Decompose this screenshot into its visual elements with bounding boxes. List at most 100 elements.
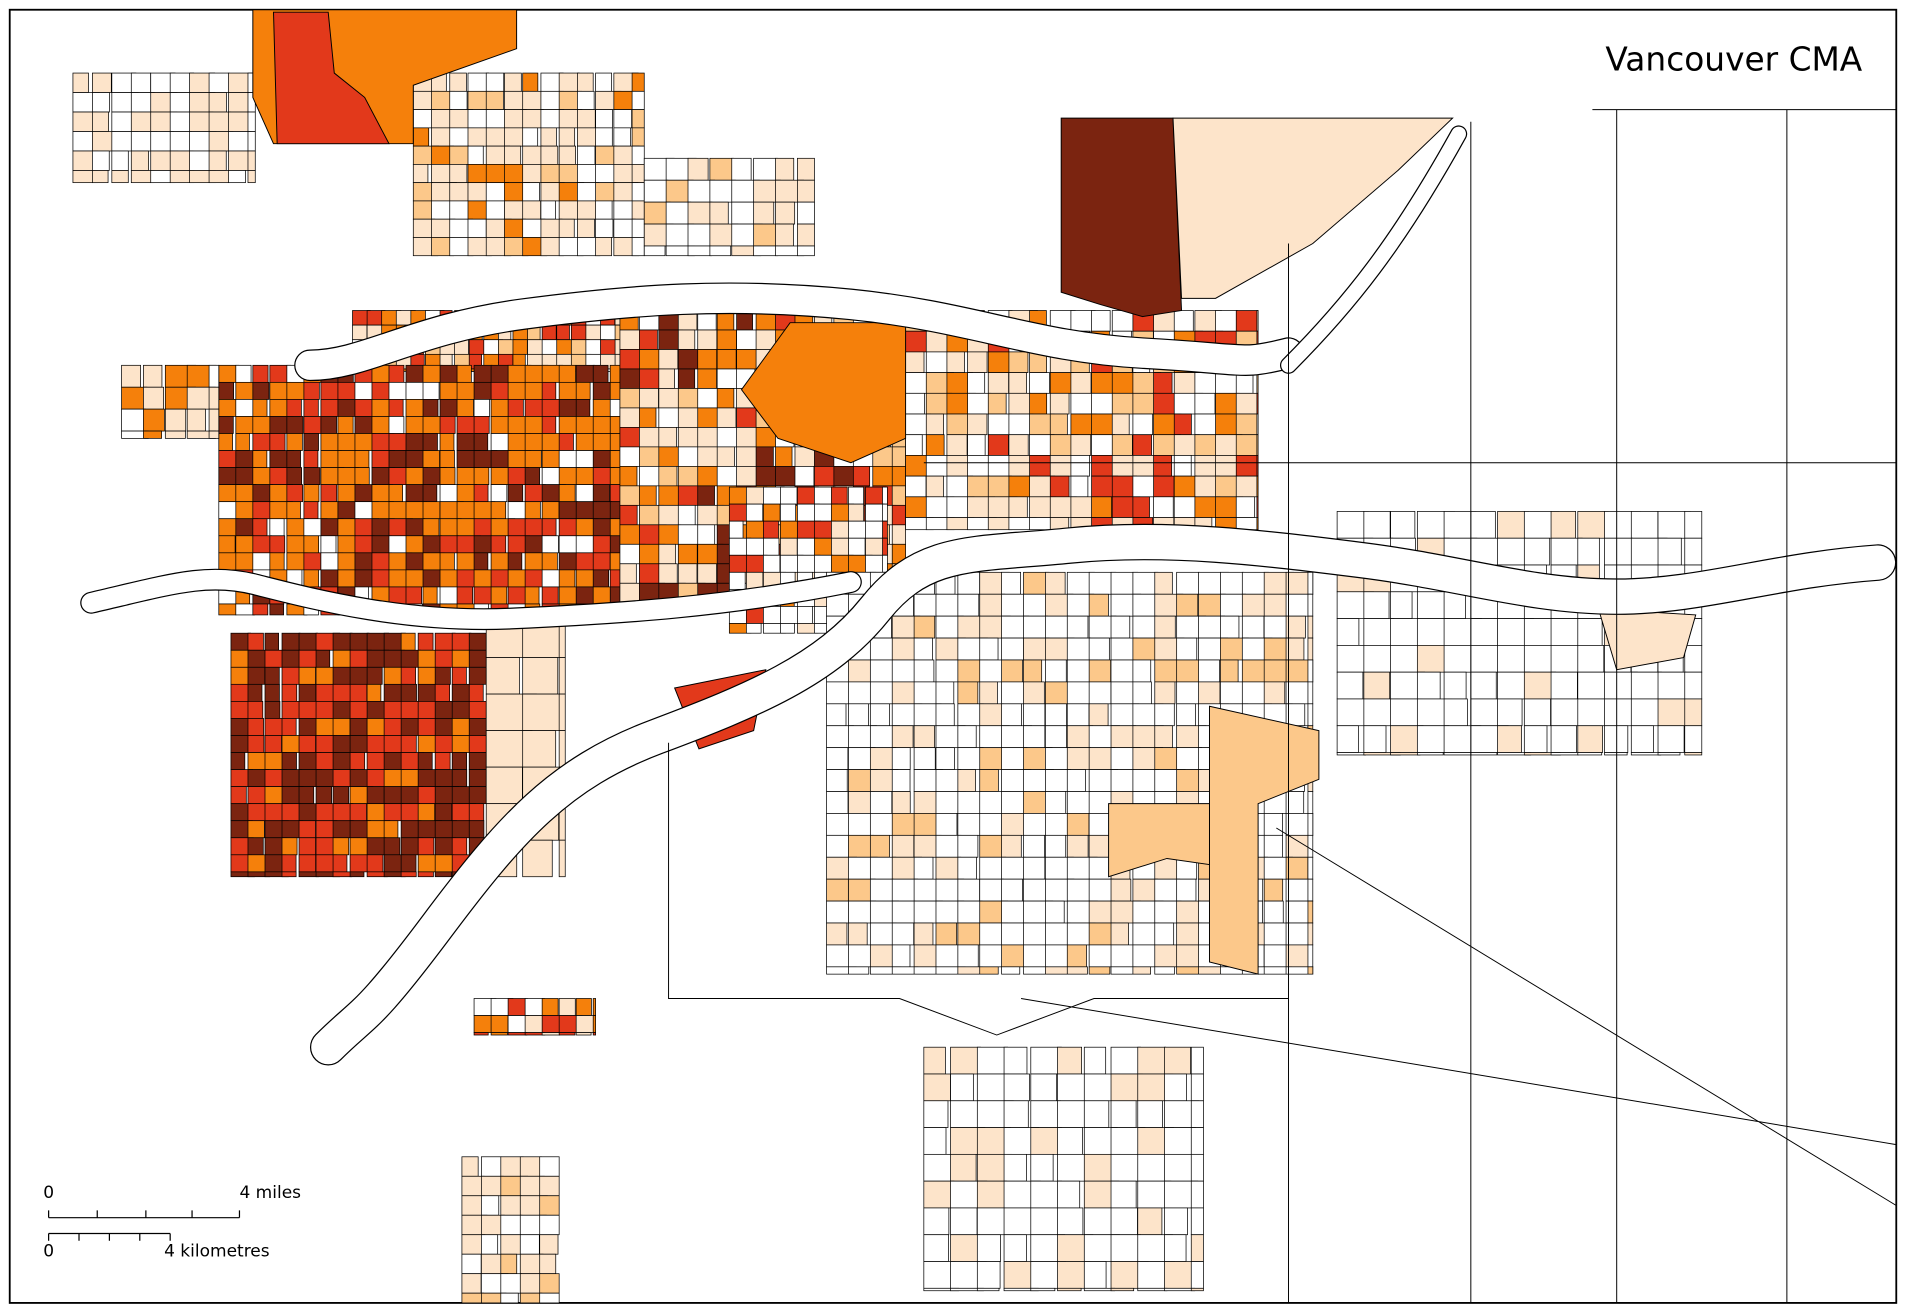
tract — [522, 90, 542, 110]
tract — [976, 1046, 1009, 1075]
tract — [467, 182, 487, 202]
tract — [1190, 1180, 1204, 1209]
tract — [925, 475, 944, 498]
tract — [468, 803, 485, 822]
tract — [480, 1234, 499, 1255]
tract — [1285, 878, 1309, 902]
tract — [957, 813, 982, 836]
tract — [1215, 475, 1238, 498]
tract — [247, 666, 266, 685]
tract — [541, 381, 557, 400]
tract — [388, 535, 408, 554]
tract — [412, 127, 430, 147]
tract — [797, 179, 815, 203]
tract — [1390, 591, 1413, 619]
tract — [439, 433, 455, 451]
tract — [539, 1273, 560, 1294]
tract — [935, 813, 958, 836]
tract — [456, 381, 477, 400]
tract — [1190, 1100, 1204, 1128]
tract — [468, 769, 487, 787]
tract — [677, 504, 696, 526]
tract — [1057, 1287, 1082, 1292]
tract — [1083, 1100, 1110, 1128]
tract — [848, 681, 874, 705]
tract — [332, 632, 353, 651]
tract — [716, 349, 737, 370]
tract — [1256, 434, 1259, 456]
tract — [449, 182, 469, 202]
tract — [882, 520, 888, 539]
tract — [349, 752, 366, 770]
tract — [1176, 659, 1200, 683]
tract — [592, 535, 612, 554]
tract — [1066, 966, 1088, 975]
tract — [417, 837, 435, 856]
tract — [848, 966, 870, 975]
tract — [315, 666, 335, 685]
tract — [1057, 1127, 1083, 1155]
tract — [1083, 1207, 1115, 1236]
tract — [1176, 681, 1203, 705]
tract — [1497, 698, 1523, 727]
tract — [235, 603, 255, 616]
tract — [831, 520, 850, 539]
tract — [320, 399, 339, 417]
tract — [558, 364, 576, 383]
tract — [366, 803, 387, 822]
tract — [92, 150, 110, 171]
tract — [1263, 681, 1286, 705]
tract — [431, 200, 451, 220]
tract — [349, 803, 367, 822]
tract — [303, 416, 322, 434]
tract — [755, 446, 774, 467]
tract — [1630, 511, 1659, 539]
tract — [595, 200, 613, 220]
tract — [519, 1292, 543, 1304]
tract — [541, 535, 559, 554]
tract — [1443, 591, 1466, 619]
tract — [1029, 517, 1051, 531]
tract — [541, 552, 558, 571]
tract — [923, 1207, 950, 1236]
tract — [208, 430, 220, 439]
tract — [522, 693, 560, 731]
tract — [72, 131, 93, 152]
tract — [354, 399, 373, 417]
tract — [716, 407, 737, 428]
tract — [1263, 900, 1284, 924]
tract — [524, 998, 545, 1016]
tract — [923, 1127, 947, 1155]
tract — [780, 520, 798, 539]
tract — [619, 368, 640, 389]
tract — [1066, 944, 1087, 968]
tract — [1190, 1073, 1204, 1102]
tract — [451, 837, 468, 856]
tract — [913, 791, 938, 814]
tract — [434, 752, 451, 770]
tract — [575, 484, 595, 503]
tract — [619, 427, 641, 448]
tract — [558, 72, 580, 92]
tract — [905, 434, 923, 456]
tract — [1066, 769, 1086, 792]
tract — [658, 368, 675, 389]
tract — [354, 535, 375, 554]
tract — [826, 900, 849, 924]
tract — [451, 683, 473, 702]
tract — [1684, 725, 1703, 753]
tract — [320, 484, 338, 503]
tract — [541, 450, 560, 468]
tract — [371, 535, 392, 554]
tract — [1470, 698, 1499, 727]
tract — [1497, 511, 1529, 539]
tract — [337, 535, 357, 554]
tract — [575, 381, 591, 400]
tract — [1363, 671, 1391, 700]
tract — [1363, 591, 1390, 619]
tract — [1176, 747, 1203, 770]
tract — [449, 72, 467, 92]
tract — [1137, 1287, 1168, 1292]
tract — [303, 381, 320, 400]
tract — [461, 1253, 482, 1275]
